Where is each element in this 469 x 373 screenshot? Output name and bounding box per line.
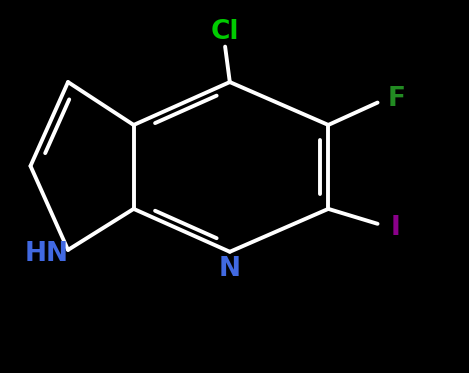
Text: N: N: [219, 256, 241, 282]
Text: Cl: Cl: [211, 19, 239, 46]
Text: HN: HN: [25, 241, 69, 267]
Text: F: F: [387, 86, 405, 112]
Text: I: I: [391, 215, 400, 241]
